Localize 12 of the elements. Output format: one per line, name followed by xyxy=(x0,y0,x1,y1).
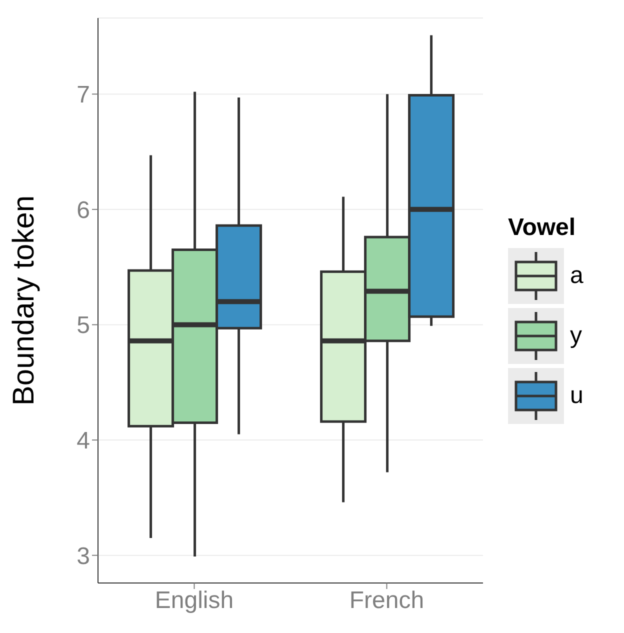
x-tick-label: French xyxy=(349,587,424,614)
y-tick-label: 5 xyxy=(76,312,90,340)
y-tick-label: 6 xyxy=(76,196,90,224)
x-tick-label: English xyxy=(154,587,234,614)
y-axis-title: Boundary token xyxy=(8,195,41,406)
y-tick-label: 3 xyxy=(76,542,90,570)
legend-label: a xyxy=(570,262,584,290)
legend-title: Vowel xyxy=(508,214,577,242)
legend-label: y xyxy=(570,322,582,350)
legend-label: u xyxy=(570,382,584,410)
y-tick-label: 7 xyxy=(76,82,90,109)
y-tick-label: 4 xyxy=(76,428,90,455)
